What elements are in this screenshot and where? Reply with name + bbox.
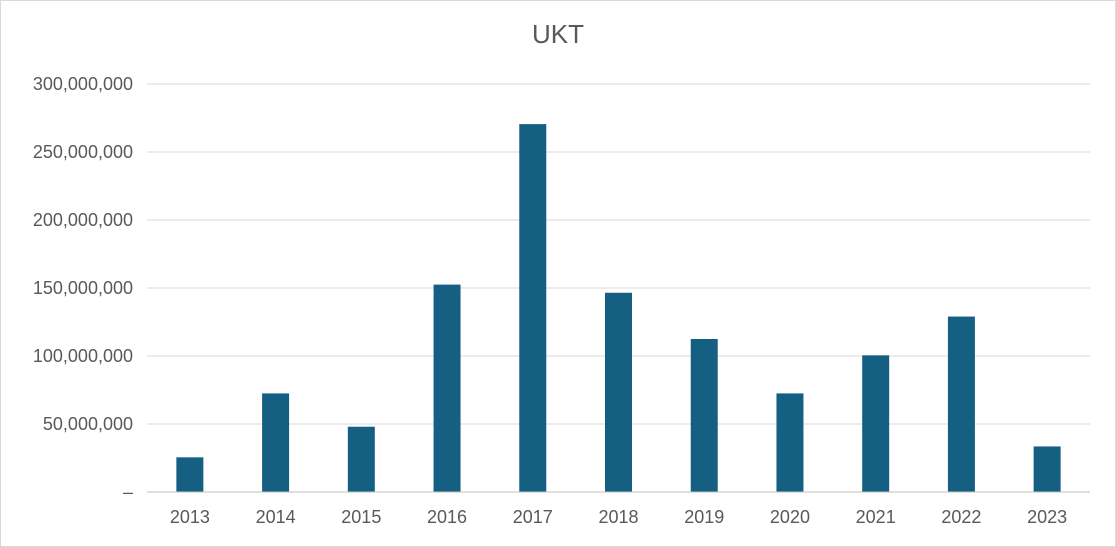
y-tick-label: 150,000,000: [33, 278, 133, 298]
y-tick-label: 100,000,000: [33, 346, 133, 366]
y-tick-label: 200,000,000: [33, 210, 133, 230]
bar-2021: [862, 355, 890, 492]
x-tick-label: 2019: [684, 507, 724, 527]
y-tick-label: –: [123, 482, 133, 502]
bar-2019: [690, 339, 718, 492]
bar-2022: [947, 316, 975, 492]
x-tick-label: 2020: [770, 507, 810, 527]
y-tick-label: 250,000,000: [33, 142, 133, 162]
bar-2023: [1033, 446, 1061, 492]
y-tick-label: 300,000,000: [33, 74, 133, 94]
x-tick-label: 2016: [427, 507, 467, 527]
x-tick-label: 2013: [170, 507, 210, 527]
bar-2017: [519, 124, 547, 493]
y-axis-ticks: – 50,000,000 100,000,000 150,000,000 200,000…: [33, 74, 133, 502]
x-tick-label: 2017: [513, 507, 553, 527]
bars: [176, 124, 1061, 493]
chart-title: UKT: [532, 19, 584, 49]
bar-2018: [605, 292, 632, 492]
x-tick-label: 2023: [1027, 507, 1067, 527]
x-axis-ticks: 2013 2014 2015 2016 2017 2018 2019 2020 2021 2022…: [170, 507, 1067, 527]
x-tick-label: 2018: [598, 507, 638, 527]
x-tick-label: 2015: [341, 507, 381, 527]
x-tick-label: 2021: [856, 507, 896, 527]
x-tick-label: 2014: [256, 507, 296, 527]
bar-2020: [776, 393, 804, 492]
bar-2013: [176, 457, 204, 492]
bar-2016: [433, 284, 461, 492]
bar-2015: [347, 426, 375, 492]
bar-2014: [262, 393, 290, 492]
x-tick-label: 2022: [941, 507, 981, 527]
gridlines: [147, 83, 1090, 425]
y-tick-label: 50,000,000: [43, 414, 133, 434]
